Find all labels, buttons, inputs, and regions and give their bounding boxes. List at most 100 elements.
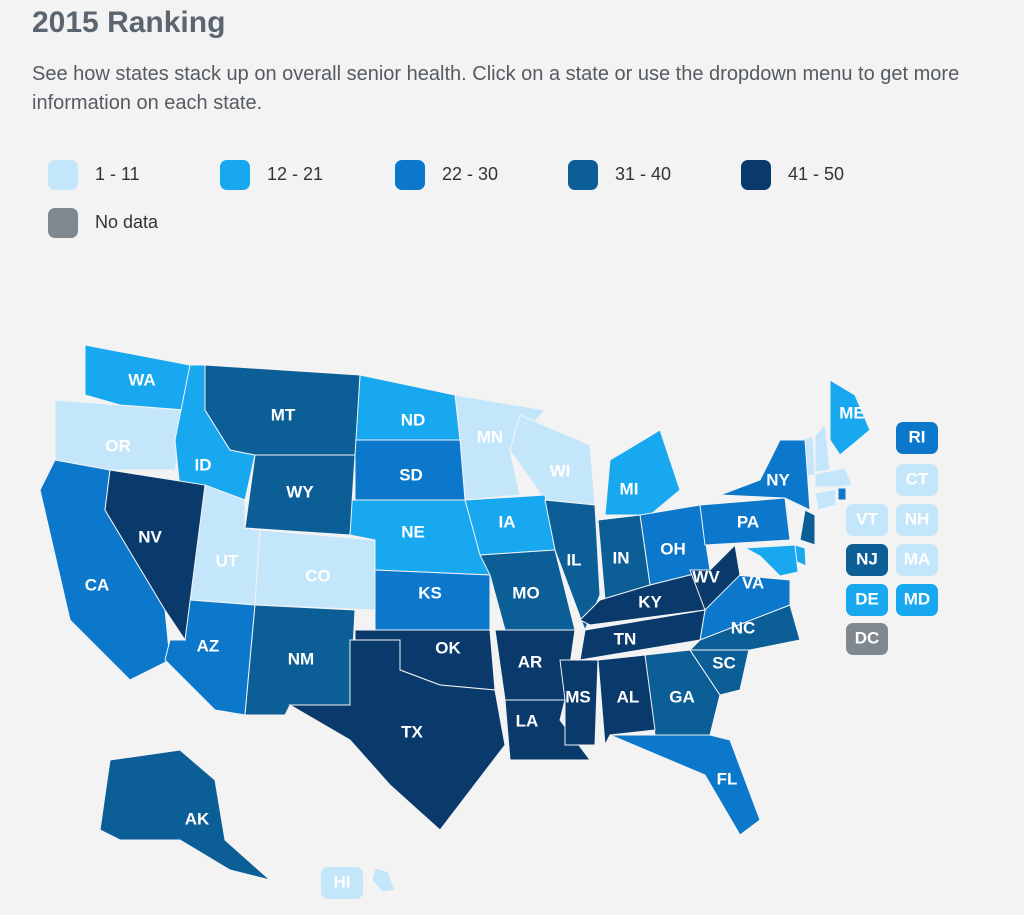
state-label: KY [638,592,662,611]
state-label: WV [692,567,720,586]
state-label: MS [565,687,591,706]
state[interactable] [799,509,816,546]
state[interactable] [837,487,847,501]
state-label: NY [766,470,790,489]
state-label: IN [613,548,630,567]
state-label: CO [305,566,331,585]
state-label: RI [909,427,926,446]
state-label: IA [499,512,516,531]
description: See how states stack up on overall senio… [32,63,960,114]
state-label: NC [731,618,756,637]
legend-label: 22 - 30 [442,164,498,184]
state-label: TX [401,722,423,741]
state[interactable] [597,654,656,747]
state-label: DE [855,589,879,608]
state-label: SD [399,465,423,484]
state[interactable] [509,414,596,506]
state[interactable] [559,659,599,746]
state-button[interactable] [846,544,888,576]
state[interactable] [814,467,853,488]
state-label: NM [288,649,314,668]
state-button[interactable] [321,867,363,899]
state-label: UT [216,551,239,570]
state-label: NH [905,509,930,528]
state[interactable] [829,379,871,456]
state[interactable] [579,609,706,661]
legend-label: 31 - 40 [615,164,671,184]
state[interactable] [54,399,186,471]
state[interactable] [288,639,506,831]
state-label: CT [906,469,929,488]
state[interactable] [104,469,206,642]
state-label: LA [516,711,539,730]
state[interactable] [354,374,461,441]
legend-label: 1 - 11 [95,164,140,184]
legend-label: 41 - 50 [788,164,844,184]
state-label: AR [518,652,543,671]
state-label: NV [138,527,162,546]
state-label: WA [128,370,155,389]
state[interactable] [244,454,356,536]
state-label: FL [717,769,738,788]
state[interactable] [371,867,396,893]
state-button[interactable] [896,422,938,454]
state-label: MA [904,549,930,568]
state-label: DC [855,628,880,647]
state-label: ID [195,455,212,474]
legend-swatch [48,160,78,190]
state-label: PA [737,512,759,531]
legend-swatch [741,160,771,190]
state-label: VA [742,573,764,592]
state-label: MO [512,583,539,602]
title: 2015 Ranking [32,6,226,39]
state-label: MI [620,479,639,498]
legend-swatch [395,160,425,190]
state-label: WI [550,461,571,480]
state-label: VT [856,509,878,528]
state[interactable] [719,439,811,511]
state-button[interactable] [846,584,888,616]
state-label: OR [105,436,131,455]
state-label: WY [286,482,314,501]
state-label: ME [839,403,865,422]
state[interactable] [99,749,271,881]
state-label: SC [712,653,736,672]
state-button[interactable] [896,504,938,536]
state-label: AK [185,809,210,828]
state-button[interactable] [846,504,888,536]
state[interactable] [84,344,191,411]
state-button[interactable] [896,464,938,496]
state-label: MT [271,405,296,424]
state-label: TN [614,629,637,648]
state-label: KS [418,583,442,602]
state[interactable] [814,488,837,511]
state[interactable] [609,734,761,836]
state[interactable] [814,422,831,473]
state-button[interactable] [896,584,938,616]
state[interactable] [689,543,741,611]
state-label: CA [85,575,110,594]
legend-swatch [568,160,598,190]
state-button[interactable] [846,623,888,655]
state-label: AZ [197,636,220,655]
state-label: MN [477,427,503,446]
state[interactable] [354,439,466,501]
state-label: HI [334,872,351,891]
legend-label: 12 - 21 [267,164,323,184]
state-label: OH [660,539,686,558]
state[interactable] [604,429,681,516]
state[interactable] [688,604,801,651]
state-label: OK [435,638,461,657]
legend-label: No data [95,212,159,232]
state-button[interactable] [896,544,938,576]
state-label: IL [566,550,581,569]
state[interactable] [699,497,791,546]
state-label: NJ [856,549,878,568]
legend-swatch [48,208,78,238]
state-label: AL [617,687,640,706]
state-label: NE [401,522,425,541]
legend-swatch [220,160,250,190]
state[interactable] [743,544,799,577]
